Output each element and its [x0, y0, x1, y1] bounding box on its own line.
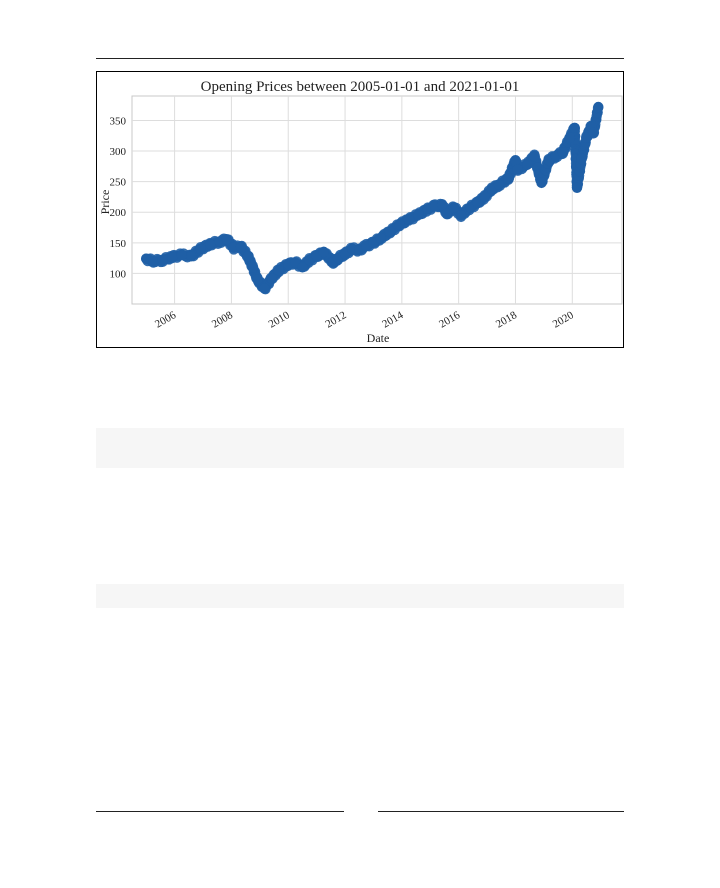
- chart-figure: Opening Prices between 2005-01-01 and 20…: [96, 71, 624, 348]
- data-point: [593, 101, 604, 113]
- x-axis-label: Date: [367, 331, 390, 345]
- data-point: [375, 232, 386, 244]
- x-tick-label: 2016: [437, 309, 462, 331]
- x-tick-label: 2008: [210, 309, 235, 331]
- footer-rule-left: [96, 811, 344, 812]
- y-tick-label: 300: [110, 146, 127, 158]
- x-tick-labels: 2006 2008 2010 2012 2014 2016 2018 2020: [153, 309, 576, 331]
- y-tick-label: 250: [110, 177, 127, 189]
- data-point: [195, 243, 206, 255]
- data-point: [493, 179, 505, 190]
- data-point: [529, 150, 540, 162]
- data-point: [167, 251, 178, 263]
- x-tick-label: 2010: [267, 309, 292, 331]
- y-tick-label: 200: [110, 207, 127, 219]
- x-tick-label: 2006: [153, 309, 178, 331]
- data-point: [242, 251, 254, 262]
- data-point: [403, 214, 415, 225]
- data-point: [266, 273, 277, 284]
- code-block: [96, 584, 624, 608]
- data-point: [204, 238, 216, 250]
- data-point: [503, 173, 514, 184]
- data-point: [318, 246, 329, 258]
- grid-lines: [132, 96, 622, 304]
- data-point: [472, 197, 483, 209]
- data-point: [394, 219, 405, 230]
- header-rule: [96, 58, 624, 59]
- plot-area: [131, 95, 623, 305]
- x-tick-label: 2014: [380, 309, 405, 331]
- data-point: [448, 202, 460, 213]
- data-point: [384, 226, 396, 238]
- chart-title: Opening Prices between 2005-01-01 and 20…: [201, 79, 520, 95]
- data-point: [564, 132, 576, 143]
- data-point: [522, 159, 533, 170]
- data-point: [510, 155, 521, 166]
- data-point: [148, 255, 159, 267]
- footer-rule-right: [378, 811, 624, 812]
- data-point: [413, 209, 424, 220]
- data-point: [252, 274, 263, 285]
- data-point: [588, 127, 599, 138]
- data-point: [297, 262, 308, 273]
- data-point: [557, 147, 569, 158]
- data-point: [455, 210, 467, 221]
- data-point: [576, 153, 587, 164]
- data-point: [221, 233, 232, 245]
- x-tick-label: 2018: [494, 309, 519, 331]
- data-series: [141, 101, 604, 295]
- y-tick-label: 350: [110, 115, 127, 127]
- y-axis-label: Price: [98, 190, 112, 215]
- x-tick-label: 2020: [551, 309, 576, 331]
- data-point: [436, 199, 448, 211]
- price-chart: Opening Prices between 2005-01-01 and 20…: [98, 79, 623, 345]
- data-point: [569, 122, 580, 134]
- y-tick-label: 150: [110, 238, 127, 250]
- code-block: [96, 428, 624, 468]
- data-point: [185, 251, 197, 262]
- data-point: [273, 265, 284, 276]
- data-point: [235, 241, 247, 252]
- y-tick-label: 100: [110, 268, 127, 280]
- data-point: [247, 262, 258, 273]
- data-point: [441, 208, 453, 219]
- y-tick-labels: 100 150 200 250 300 350: [110, 115, 127, 280]
- data-point: [157, 254, 168, 266]
- data-point: [512, 164, 524, 175]
- data-point: [536, 177, 547, 189]
- data-point: [479, 191, 490, 203]
- x-tick-label: 2012: [323, 309, 348, 330]
- data-point: [571, 182, 583, 193]
- data-point: [176, 249, 187, 261]
- data-point: [259, 283, 270, 294]
